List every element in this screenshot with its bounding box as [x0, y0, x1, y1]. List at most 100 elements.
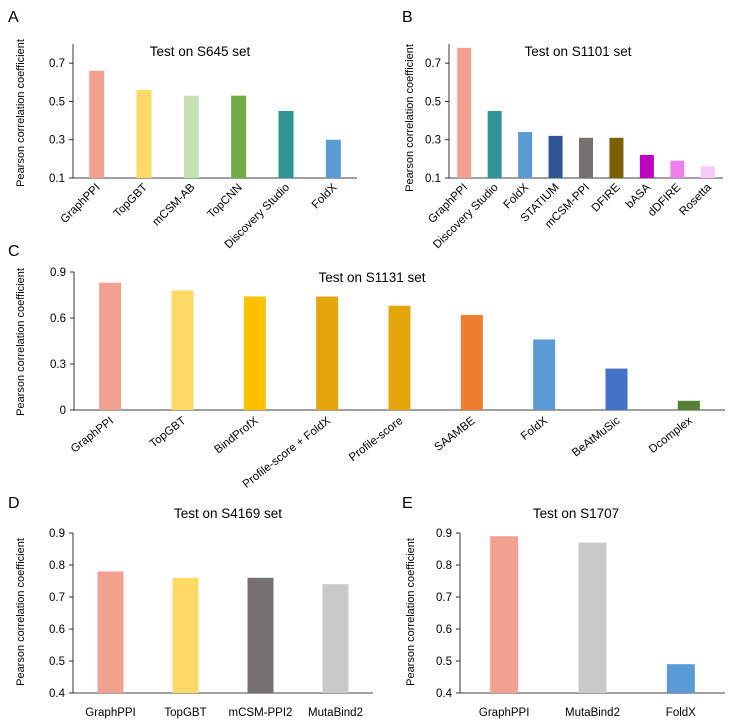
y-tick-label: 0.6	[49, 624, 65, 636]
panel-letter: A	[8, 9, 19, 26]
bar-foldx	[666, 664, 695, 693]
y-axis-label: Pearson correlation coefficient	[15, 538, 27, 686]
y-tick-label: 0.7	[49, 592, 65, 604]
bar-profile-score	[388, 305, 411, 410]
x-category-label: DFIRE	[590, 181, 623, 214]
bar-topcnn	[231, 95, 247, 178]
x-category-label: BeAtMuSic	[570, 415, 622, 460]
x-category-label: FoldX	[310, 181, 340, 211]
bar-topgbt	[172, 577, 199, 693]
y-tick-label: 0.3	[425, 135, 441, 147]
y-tick-label: 0.7	[425, 58, 441, 70]
bar-profile-score-foldx	[316, 296, 339, 410]
x-category-label: Dcomplex	[647, 415, 695, 456]
y-tick-label: 0.5	[436, 656, 452, 668]
y-axis-label: Pearson correlation coefficient	[404, 44, 416, 192]
y-tick-label: 0.7	[49, 58, 65, 70]
x-category-label: TopGBT	[164, 707, 206, 719]
bar-topgbt	[171, 290, 194, 410]
y-tick-label: 0.4	[436, 688, 453, 700]
x-category-label: FoldX	[519, 415, 550, 443]
x-category-label: BindProfX	[212, 415, 260, 457]
y-tick-label: 0.7	[436, 592, 452, 604]
x-category-label: FoldX	[666, 707, 696, 719]
x-category-label: SAAMBE	[433, 415, 478, 454]
x-category-label: GraphPPI	[69, 415, 116, 456]
chart-panel-b: B Test on S1101 set Pearson correlation co…	[402, 9, 723, 251]
y-axis-label: Pearson correlation coefficient	[15, 39, 27, 187]
y-tick-label: 0.3	[50, 359, 66, 371]
x-category-label: GraphPPI	[479, 707, 530, 719]
panel-letter: D	[8, 495, 20, 512]
bar-statium	[548, 135, 563, 178]
chart-panel-d: D Test on S4169 set Pearson correlation co…	[8, 495, 373, 719]
x-category-label: TopGBT	[112, 182, 150, 220]
chart-title: Test on S4169 set	[174, 506, 282, 521]
y-tick-label: 0.1	[425, 173, 441, 185]
bar-beatmusic	[605, 368, 628, 410]
bar-mcsm-ppi2	[247, 577, 274, 693]
bar-bindprofx	[243, 296, 266, 410]
bar-discovery-studio	[278, 111, 294, 178]
y-tick-label: 0.3	[49, 135, 65, 147]
x-category-label: mCSM-AB	[151, 181, 198, 228]
bar-basa	[639, 155, 654, 178]
y-axis-label: Pearson correlation coefficient	[405, 538, 417, 686]
y-tick-label: 0.5	[49, 656, 65, 668]
bar-discovery-studio	[487, 111, 502, 178]
y-tick-label: 0.4	[49, 688, 66, 700]
y-tick-label: 0.9	[50, 267, 66, 279]
bar-graphppi	[99, 282, 122, 410]
chart-panel-c: C Test on S1131 set Pearson correlation co…	[8, 243, 725, 491]
bar-mutabind2	[322, 584, 349, 693]
y-tick-label: 0.6	[436, 624, 452, 636]
y-tick-label: 0	[60, 405, 66, 417]
bar-dcomplex	[677, 400, 700, 410]
panel-letter: E	[402, 495, 413, 512]
bar-topgbt	[136, 89, 152, 178]
y-tick-label: 0.8	[436, 560, 452, 572]
x-category-label: mCSM-PPI2	[229, 707, 293, 719]
y-tick-label: 0.1	[49, 173, 65, 185]
y-tick-label: 0.9	[436, 528, 452, 540]
chart-title: Test on S645 set	[150, 44, 251, 59]
y-axis-label: Pearson correlation coefficient	[15, 268, 27, 416]
x-category-label: GraphPPI	[59, 182, 103, 226]
panel-letter: B	[402, 9, 413, 26]
bar-saambe	[460, 314, 483, 410]
x-category-label: TopGBT	[148, 415, 189, 450]
bar-dfire	[609, 137, 624, 178]
y-tick-label: 0.9	[49, 528, 65, 540]
y-tick-label: 0.5	[49, 96, 65, 108]
chart-panel-a: A Test on S645 set Pearson correlation coe…	[8, 9, 357, 251]
bar-foldx	[533, 339, 556, 410]
panel-letter: C	[8, 243, 20, 260]
bar-graphppi	[97, 571, 124, 693]
bar-ddfire	[670, 160, 685, 178]
x-category-label: Rosetta	[677, 181, 714, 218]
x-category-label: GraphPPI	[85, 707, 136, 719]
x-category-label: MutaBind2	[565, 707, 620, 719]
bar-graphppi	[490, 536, 519, 693]
bar-graphppi	[89, 70, 105, 178]
bar-mcsm-ppi	[579, 137, 593, 178]
bar-graphppi	[457, 47, 472, 179]
bar-rosetta	[700, 166, 715, 178]
x-category-label: dDFIRE	[646, 181, 684, 219]
bar-foldx	[325, 139, 341, 178]
chart-title: Test on S1131 set	[318, 270, 425, 285]
y-tick-label: 0.6	[50, 313, 66, 325]
chart-title: Test on S1101 set	[524, 44, 631, 59]
x-category-label: Profile-score	[347, 415, 405, 464]
bar-mutabind2	[578, 542, 607, 693]
panels: A Test on S645 set Pearson correlation coe…	[8, 9, 725, 719]
chart-title: Test on S1707	[533, 506, 619, 521]
chart-panel-e: E Test on S1707 Pearson correlation coeffi…	[402, 495, 725, 719]
x-category-label: TopCNN	[206, 182, 245, 221]
bar-foldx	[518, 132, 533, 178]
y-tick-label: 0.5	[425, 96, 441, 108]
bar-mcsm-ab	[183, 95, 199, 178]
y-tick-label: 0.8	[49, 560, 65, 572]
x-category-label: MutaBind2	[308, 707, 363, 719]
